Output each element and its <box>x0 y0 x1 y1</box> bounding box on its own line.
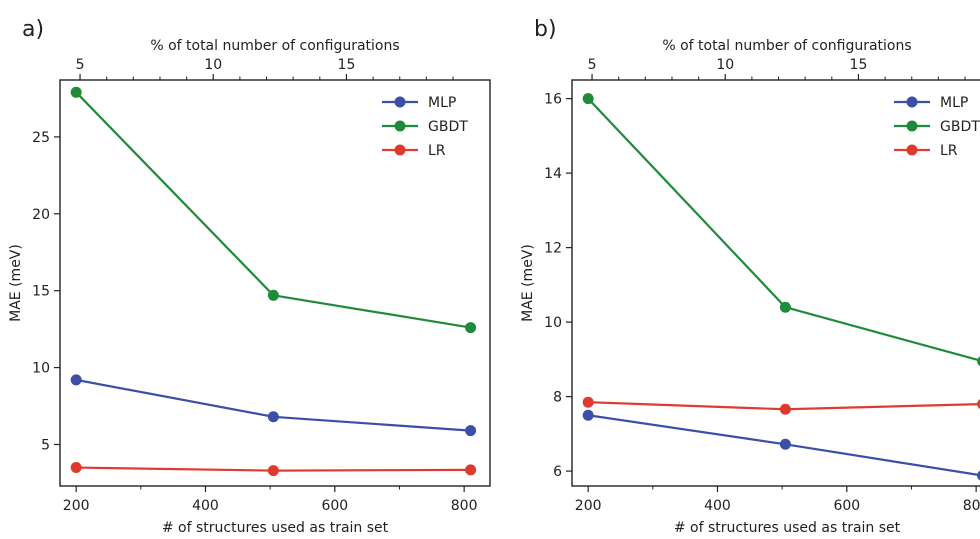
legend-label: GBDT <box>428 119 468 135</box>
top-tick-label: 5 <box>76 57 85 73</box>
x-tick-label: 600 <box>833 498 860 514</box>
plot-frame <box>571 79 980 487</box>
legend-marker <box>906 144 918 156</box>
data-point-mlp <box>779 438 791 450</box>
top-axis-label: % of total number of configurations <box>662 38 911 54</box>
data-point-gbdt <box>779 301 791 313</box>
data-point-lr <box>465 464 477 476</box>
data-point-mlp <box>465 425 477 437</box>
legend-marker <box>394 96 406 108</box>
x-tick-label: 600 <box>321 498 348 514</box>
panel-label: a) <box>22 17 44 42</box>
y-tick-label: 8 <box>553 390 562 406</box>
plot-frame <box>59 79 491 487</box>
series-line-mlp <box>75 378 471 432</box>
y-tick-label: 5 <box>41 437 50 453</box>
data-point-lr <box>70 462 82 474</box>
y-tick-label: 12 <box>544 241 562 257</box>
top-tick-label: 15 <box>850 57 868 73</box>
data-point-gbdt <box>582 93 594 105</box>
legend-marker <box>906 96 918 108</box>
x-tick-label: 800 <box>963 498 980 514</box>
y-tick-label: 6 <box>553 464 562 480</box>
data-point-gbdt <box>977 356 980 367</box>
y-tick-label: 14 <box>544 166 562 182</box>
data-point-mlp <box>267 411 279 423</box>
legend-label: LR <box>428 143 446 159</box>
top-tick-label: 15 <box>338 57 356 73</box>
data-point-mlp <box>977 470 980 481</box>
legend-marker <box>394 120 406 132</box>
data-point-lr <box>267 465 279 477</box>
legend-marker <box>906 120 918 132</box>
legend-label: LR <box>940 143 958 159</box>
y-tick-label: 16 <box>544 92 562 108</box>
legend-label: MLP <box>428 95 456 111</box>
x-tick-label: 200 <box>63 498 90 514</box>
legend-marker <box>394 144 406 156</box>
data-point-gbdt <box>267 289 279 301</box>
panel-label: b) <box>534 17 557 42</box>
data-point-lr <box>582 396 594 408</box>
y-tick-label: 25 <box>32 130 50 146</box>
x-axis-label: # of structures used as train set <box>162 520 389 536</box>
top-tick-label: 10 <box>716 57 734 73</box>
data-point-gbdt <box>465 322 477 334</box>
top-axis-label: % of total number of configurations <box>150 38 399 54</box>
top-tick-label: 10 <box>204 57 222 73</box>
x-tick-label: 200 <box>575 498 602 514</box>
data-point-mlp <box>70 374 82 386</box>
y-axis-label: MAE (meV) <box>8 244 24 322</box>
x-tick-label: 400 <box>192 498 219 514</box>
legend-label: MLP <box>940 95 968 111</box>
chart-panel-b: b) 200 400 600 800 6 8 10 12 14 16 5 10 15 # of struct… <box>520 17 980 536</box>
data-point-mlp <box>582 409 594 421</box>
top-tick-label: 5 <box>588 57 597 73</box>
data-point-lr <box>779 403 791 415</box>
y-axis-label: MAE (meV) <box>520 244 536 322</box>
x-tick-label: 400 <box>704 498 731 514</box>
y-tick-label: 15 <box>32 284 50 300</box>
data-point-gbdt <box>70 86 82 98</box>
y-tick-label: 10 <box>544 315 562 331</box>
chart-panel-a: a) 200 400 600 800 5 10 15 20 25 5 10 15 # of structu… <box>8 17 491 536</box>
legend-label: GBDT <box>940 119 980 135</box>
x-axis-label: # of structures used as train set <box>674 520 901 536</box>
y-tick-label: 10 <box>32 361 50 377</box>
data-point-lr <box>977 399 980 409</box>
y-tick-label: 20 <box>32 207 50 223</box>
x-tick-label: 800 <box>451 498 478 514</box>
series-line-gbdt <box>587 97 980 362</box>
